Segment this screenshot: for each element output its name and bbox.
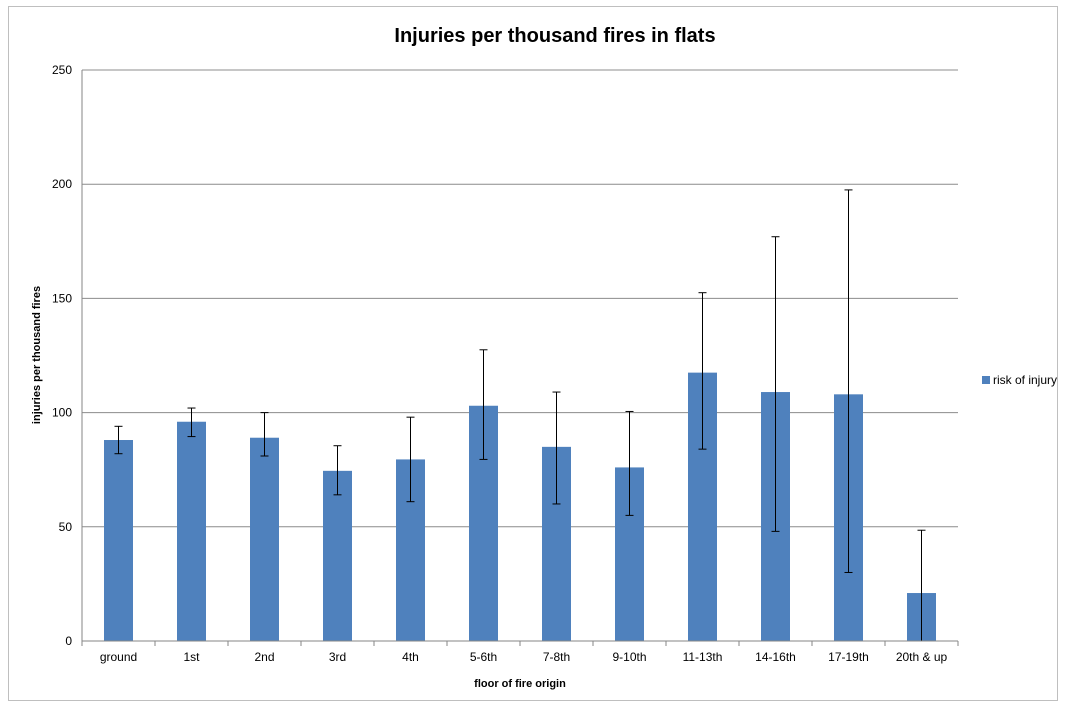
legend-swatch xyxy=(982,376,990,384)
x-tick-label: 4th xyxy=(402,650,419,664)
x-tick-label: 17-19th xyxy=(828,650,869,664)
x-tick-label: 9-10th xyxy=(612,650,646,664)
y-tick-label: 250 xyxy=(52,63,72,77)
bar xyxy=(250,437,279,641)
y-tick-label: 0 xyxy=(65,634,72,648)
x-tick-label: 1st xyxy=(183,650,200,664)
x-tick-label: ground xyxy=(100,650,137,664)
x-tick-label: 7-8th xyxy=(543,650,570,664)
legend-label: risk of injury xyxy=(993,373,1057,387)
legend: risk of injury xyxy=(982,373,1057,387)
x-axis-title: floor of fire origin xyxy=(474,678,566,690)
error-bars xyxy=(114,189,926,642)
y-tick-label: 50 xyxy=(59,520,73,534)
y-axis-title: injuries per thousand fires xyxy=(31,286,43,424)
y-tick-label: 100 xyxy=(52,406,72,420)
x-tick-label: 5-6th xyxy=(470,650,497,664)
x-tick-label: 3rd xyxy=(329,650,346,664)
x-tick-label: 11-13th xyxy=(683,650,723,664)
x-tick-label: 2nd xyxy=(254,650,274,664)
x-tick-labels: ground 1st 2nd 3rd 4th 5-6th 7-8th 9-10th 11-13t… xyxy=(81,641,959,664)
bar xyxy=(177,421,206,641)
y-tick-labels: 0 50 100 150 200 250 xyxy=(52,63,72,648)
x-tick-label: 20th & up xyxy=(896,650,948,664)
x-tick-label: 14-16th xyxy=(755,650,796,664)
y-tick-label: 200 xyxy=(52,177,72,191)
y-tick-label: 150 xyxy=(52,291,72,305)
bar xyxy=(104,440,133,641)
chart-title: Injuries per thousand fires in flats xyxy=(394,25,715,47)
bar xyxy=(323,470,352,641)
gridlines xyxy=(82,69,958,528)
